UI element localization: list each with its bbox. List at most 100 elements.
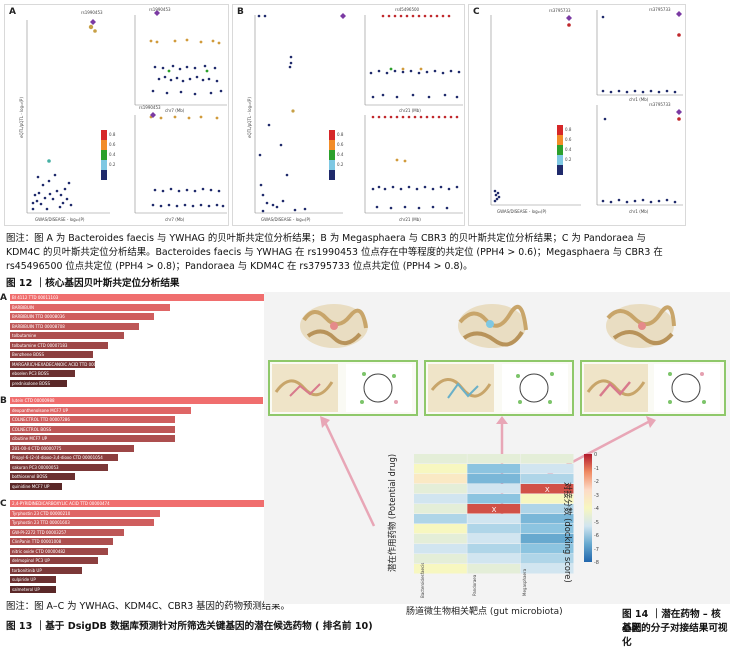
heatmap-cell xyxy=(520,504,574,514)
snp-label-a1: rs1990453 xyxy=(81,10,103,15)
drug-bar: tolbutamine xyxy=(10,332,124,339)
axis-gwas-c: GWAS/DISEASE - log₁₀(P) xyxy=(497,209,547,214)
colorbar-tick: 0 xyxy=(594,452,598,458)
legend-tick-c4: 0.2 xyxy=(565,157,572,162)
drug-bar: bothiosenol BOSS xyxy=(10,473,75,480)
heatmap-col-label: Bacteroidesfaecis xyxy=(420,562,425,598)
heatmap-cell xyxy=(467,504,521,514)
colorbar-tick: -1 xyxy=(594,465,599,472)
heatmap-cell xyxy=(414,484,467,494)
drug-bar: cibutine MCF7 UP xyxy=(10,435,176,442)
bar-group-label: A xyxy=(0,293,7,303)
fig12-title: 图 12 ｜核心基因贝叶斯共定位分析结果 xyxy=(6,278,180,289)
heatmap-cell xyxy=(467,484,521,494)
fig13-barchart: A BI 4112 TTD 00011103 BARBIBUIN BARBIBUIN … xyxy=(0,292,268,600)
heatmap-cell xyxy=(414,464,467,474)
fig12-b-scatter xyxy=(254,13,463,214)
panel-label-a: A xyxy=(9,7,16,17)
heatmap-cell xyxy=(467,464,521,474)
legend-tick-c3: 0.4 xyxy=(565,147,572,152)
drug-bar: Tyrphostin 23 CTD 00000210 xyxy=(10,509,160,517)
heatmap-cell xyxy=(520,514,574,524)
bar-group-label: B xyxy=(0,396,7,406)
heatmap-cell xyxy=(467,554,521,564)
bar-group-label: C xyxy=(0,499,7,509)
heatmap-cell xyxy=(520,494,574,504)
heatmap-cell xyxy=(467,524,521,534)
legend-tick-a4: 0.2 xyxy=(109,162,116,167)
colorbar-tick: -7 xyxy=(594,546,599,553)
snp-label-a2: rs1990453 xyxy=(149,7,171,12)
drug-bar: Benzhene BOSS xyxy=(10,351,93,358)
colorbar-ticks: 0 -1 -2 -3 -4 -5 -6 -7 -8 xyxy=(594,452,608,566)
fig12-panel-b: B xyxy=(232,4,465,226)
drug-bar: sulpiride UP xyxy=(10,576,57,583)
legend-tick-c1: 0.8 xyxy=(565,127,572,132)
heatmap-cell xyxy=(414,474,467,484)
drug-bar: MARGARIC/HEXADECANOIC ACID TTD 00009719 xyxy=(10,360,96,368)
heatmap-cell xyxy=(414,454,467,464)
protein-structure-icon xyxy=(458,304,528,348)
docking-pose-icon xyxy=(584,364,720,412)
docking-pose-icon xyxy=(272,364,412,412)
drug-bar: tolbutamine CTD 00007183 xyxy=(10,341,109,349)
drug-bar: nitric oxide CTD 00000482 xyxy=(10,547,109,555)
heatmap-cell xyxy=(520,464,574,474)
axis-chr-b2: chr21 (Mb) xyxy=(399,217,421,222)
axis-chr-a1: chr7 (Mb) xyxy=(165,108,185,113)
heatmap-cell xyxy=(467,494,521,504)
axis-gwas-b: GWAS/DISEASE - log₁₀(P) xyxy=(261,217,311,222)
docking-detail-box xyxy=(424,360,574,416)
heatmap-cell xyxy=(467,544,521,554)
drug-bar: 281-00-4 CTD 00000775 xyxy=(10,444,134,452)
heatmap-cell xyxy=(520,554,574,564)
axis-eqtl-b: eQTL/pQTL - log₁₀(P) xyxy=(246,97,252,138)
heatmap-cell xyxy=(467,514,521,524)
drug-bar: lutein CTD 00000988 xyxy=(10,397,263,404)
heatmap-cell xyxy=(414,544,467,554)
legend-tick-b3: 0.4 xyxy=(337,152,344,157)
heatmap-cell xyxy=(520,454,574,464)
heatmap-cell xyxy=(520,524,574,534)
protein-structure-icon xyxy=(300,304,368,348)
snp-label-a3: rs1990453 xyxy=(139,105,161,110)
fig14-title-1: 图 14 ｜潜在药物 – 核心靶 xyxy=(622,609,721,634)
legend-tick-a1: 0.8 xyxy=(109,132,116,137)
heatmap-cell xyxy=(520,544,574,554)
drug-bar: BARBIBUIN TTD 00008708 xyxy=(10,322,139,330)
colorbar-tick: -2 xyxy=(594,479,599,485)
heatmap-cell xyxy=(414,494,467,504)
drug-bar: GW-PI-2272 TTD 00003257 xyxy=(10,528,124,536)
colorbar-tick: -4 xyxy=(594,506,599,512)
fig13-title: 图 13 ｜基于 DsigDB 数据库预测针对所筛选关键基因的潜在候选药物 ( … xyxy=(6,621,373,632)
fig12-c-scatter xyxy=(490,10,683,206)
drug-bar: BARBIBUIN TTD 00008036 xyxy=(10,313,155,320)
heatmap-cell xyxy=(467,564,521,574)
axis-chr-c1: chr1 (Mb) xyxy=(629,97,649,102)
drug-bar: COLNECTROL TTD 00007286 xyxy=(10,416,176,423)
drug-bar: BI 4112 TTD 00011103 xyxy=(10,294,268,301)
axis-gwas-a: GWAS/DISEASE - log₁₀(P) xyxy=(35,217,85,222)
heatmap-xlabel: 肠道微生物相关靶点 (gut microbiota) xyxy=(406,607,563,617)
drug-bar: dexpanthenolsone MCF7 UP xyxy=(10,406,191,414)
drug-bar: prednisolone BOSS xyxy=(10,379,67,387)
drug-bar: ebselen PC3 BOSS xyxy=(10,370,75,377)
heatmap-col-label: Pandoraea xyxy=(472,574,477,596)
snp-label-c3: rs3795733 xyxy=(649,102,671,107)
colorbar-tick: -3 xyxy=(594,492,599,499)
docking-pose-icon xyxy=(428,364,568,412)
docking-heatmap: XX xyxy=(414,454,574,574)
snp-label-c2: rs3795733 xyxy=(649,7,671,12)
heatmap-mark: X xyxy=(545,486,550,494)
heatmap-cell xyxy=(414,524,467,534)
fig14-title-2: 基因的分子对接结果可视化 xyxy=(622,623,728,648)
fig12-caption-3: rs45496500 位点共定位 (PPH4 > 0.8)；Pandoraea … xyxy=(6,261,473,272)
snp-label-c1: rs3795733 xyxy=(549,8,571,13)
legend-tick-a3: 0.4 xyxy=(109,152,116,157)
fig12-caption-2: KDM4C 的贝叶斯共定位分析结果。Bacteroides faecis 与 Y… xyxy=(6,247,663,258)
heatmap-cell xyxy=(467,474,521,484)
drug-bar: sakuran PC3 00000053 xyxy=(10,463,109,471)
drug-bar: Propyl-6-(2-(4-dioxo-3,4-dioxo CTD 00001… xyxy=(10,454,119,461)
fig12: A xyxy=(0,0,730,232)
